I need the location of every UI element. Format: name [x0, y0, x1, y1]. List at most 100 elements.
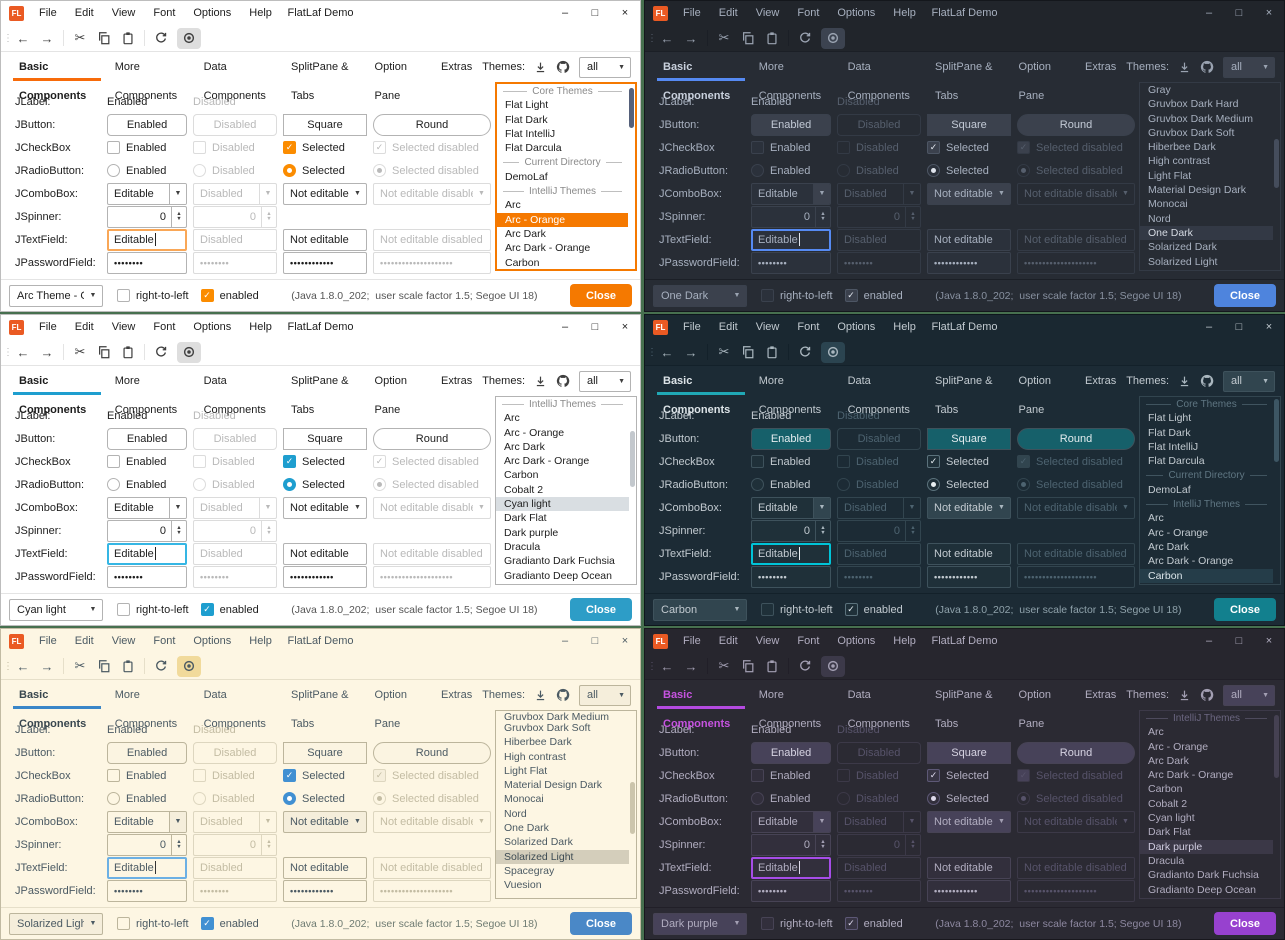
- button-enabled[interactable]: Enabled: [107, 427, 187, 450]
- theme-item[interactable]: Arc - Orange: [504, 426, 565, 439]
- theme-item[interactable]: Arc - Orange: [1148, 740, 1209, 753]
- show-hotkeys-eye-icon[interactable]: [821, 341, 845, 363]
- menu-view[interactable]: View: [111, 7, 136, 19]
- menu-options[interactable]: Options: [837, 635, 876, 647]
- tab-splitpane-tabs[interactable]: SplitPane & Tabs: [290, 60, 349, 102]
- theme-combo[interactable]: Arc Theme - O... ▼: [9, 284, 103, 307]
- theme-item[interactable]: DemoLaf: [505, 170, 548, 183]
- button-square[interactable]: Square: [283, 427, 367, 450]
- enabled-checkbox[interactable]: enabled: [200, 603, 259, 616]
- password-field[interactable]: ••••••••••••: [283, 879, 367, 902]
- text-field[interactable]: Not editable: [927, 856, 1011, 879]
- theme-item[interactable]: High contrast: [1148, 155, 1210, 168]
- menu-file[interactable]: File: [683, 321, 701, 333]
- theme-item[interactable]: Carbon: [504, 469, 539, 482]
- maximize-button[interactable]: □: [1235, 321, 1243, 333]
- scrollbar-thumb[interactable]: [1274, 398, 1279, 463]
- copy-icon[interactable]: [736, 28, 760, 49]
- theme-item[interactable]: Dark purple: [1140, 839, 1273, 854]
- radio-en[interactable]: Enabled: [751, 164, 831, 177]
- scrollbar-thumb[interactable]: [1274, 139, 1279, 188]
- menu-file[interactable]: File: [39, 321, 57, 333]
- combobox[interactable]: Not editable ▼: [283, 182, 367, 205]
- checkbox-sel[interactable]: Selected: [927, 455, 1011, 468]
- theme-item[interactable]: Hiberbee Dark: [504, 736, 572, 749]
- radio-en[interactable]: Enabled: [107, 164, 187, 177]
- forward-icon[interactable]: →: [684, 344, 698, 360]
- menu-view[interactable]: View: [755, 635, 780, 647]
- tab-extras[interactable]: Extras: [1085, 374, 1117, 387]
- enabled-checkbox[interactable]: enabled: [200, 289, 259, 302]
- back-icon[interactable]: ←: [660, 658, 674, 674]
- close-window-button[interactable]: ×: [621, 321, 629, 333]
- theme-combo[interactable]: Solarized Light ▼: [9, 912, 103, 935]
- theme-item[interactable]: Flat Dark: [1148, 426, 1191, 439]
- tab-option-pane[interactable]: Option Pane: [1018, 688, 1051, 730]
- combobox[interactable]: Not editable ▼: [927, 810, 1011, 833]
- tab-option-pane[interactable]: Option Pane: [374, 374, 407, 416]
- close-button[interactable]: Close: [570, 912, 632, 935]
- tab-extras[interactable]: Extras: [1085, 60, 1117, 73]
- tab-extras[interactable]: Extras: [441, 374, 473, 387]
- theme-item[interactable]: Solarized Dark: [1148, 241, 1217, 254]
- button-enabled[interactable]: Enabled: [107, 741, 187, 764]
- theme-list-scrollbar[interactable]: [1273, 711, 1280, 898]
- theme-item[interactable]: High contrast: [504, 750, 566, 763]
- back-icon[interactable]: ←: [16, 658, 30, 674]
- back-icon[interactable]: ←: [660, 344, 674, 360]
- theme-filter-combo[interactable]: all ▼: [579, 684, 631, 706]
- tab-data-components[interactable]: Data Components: [847, 688, 910, 730]
- minimize-button[interactable]: –: [1205, 7, 1213, 19]
- refresh-icon[interactable]: [793, 342, 817, 363]
- menu-edit[interactable]: Edit: [718, 635, 738, 647]
- right-to-left-checkbox[interactable]: right-to-left: [761, 603, 833, 616]
- theme-item[interactable]: Hiberbee Dark: [1148, 141, 1216, 154]
- theme-filter-combo[interactable]: all ▼: [579, 370, 631, 392]
- theme-item[interactable]: Arc: [1148, 726, 1164, 739]
- maximize-button[interactable]: □: [1235, 635, 1243, 647]
- theme-item[interactable]: Material Design Dark: [504, 779, 603, 792]
- button-round[interactable]: Round: [1017, 741, 1135, 764]
- checkbox-en[interactable]: Enabled: [751, 769, 831, 782]
- paste-icon[interactable]: [116, 28, 140, 49]
- tab-splitpane-tabs[interactable]: SplitPane & Tabs: [934, 688, 993, 730]
- close-window-button[interactable]: ×: [621, 635, 629, 647]
- combobox[interactable]: Editable ▼: [751, 496, 831, 519]
- menu-edit[interactable]: Edit: [718, 7, 738, 19]
- theme-item[interactable]: Arc Dark - Orange: [1148, 555, 1234, 568]
- download-icon[interactable]: [1178, 61, 1191, 74]
- password-field[interactable]: ••••••••••••: [927, 565, 1011, 588]
- button-square[interactable]: Square: [283, 113, 367, 136]
- tab-option-pane[interactable]: Option Pane: [374, 60, 407, 102]
- tab-more-components[interactable]: More Components: [758, 60, 822, 102]
- menu-font[interactable]: Font: [153, 635, 176, 647]
- cut-icon[interactable]: ✂: [74, 344, 86, 359]
- enabled-checkbox[interactable]: enabled: [844, 917, 903, 930]
- theme-item[interactable]: Dark purple: [504, 526, 559, 539]
- copy-icon[interactable]: [736, 656, 760, 677]
- spinner[interactable]: 0 ▲ ▼: [107, 519, 187, 542]
- password-field[interactable]: ••••••••: [751, 565, 831, 588]
- copy-icon[interactable]: [92, 656, 116, 677]
- theme-item[interactable]: Arc: [504, 412, 520, 425]
- checkbox-sel[interactable]: Selected: [927, 769, 1011, 782]
- theme-item[interactable]: Light Flat: [1148, 169, 1192, 182]
- theme-item[interactable]: Cyan light: [496, 497, 629, 512]
- radio-sel[interactable]: Selected: [927, 478, 1011, 491]
- minimize-button[interactable]: –: [561, 635, 569, 647]
- tab-more-components[interactable]: More Components: [114, 688, 178, 730]
- github-icon[interactable]: [1200, 688, 1214, 702]
- theme-item[interactable]: Spacegray: [504, 864, 555, 877]
- right-to-left-checkbox[interactable]: right-to-left: [761, 289, 833, 302]
- refresh-icon[interactable]: [793, 28, 817, 49]
- text-field[interactable]: Editable: [107, 856, 187, 879]
- cut-icon[interactable]: ✂: [74, 30, 86, 45]
- menu-font[interactable]: Font: [153, 7, 176, 19]
- radio-sel[interactable]: Selected: [283, 164, 367, 177]
- maximize-button[interactable]: □: [591, 635, 599, 647]
- menu-help[interactable]: Help: [249, 7, 272, 19]
- tab-data-components[interactable]: Data Components: [203, 688, 266, 730]
- back-icon[interactable]: ←: [16, 30, 30, 46]
- copy-icon[interactable]: [92, 342, 116, 363]
- forward-icon[interactable]: →: [40, 658, 54, 674]
